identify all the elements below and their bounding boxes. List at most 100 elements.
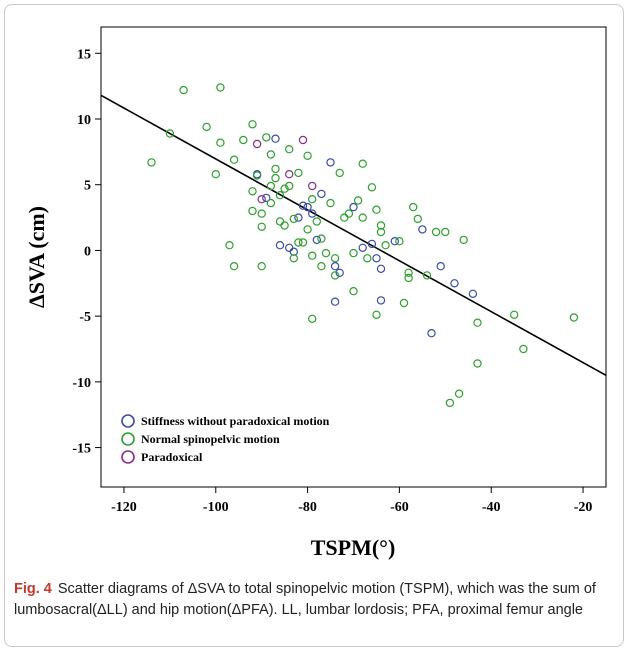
- point-stiffness: [390, 236, 399, 246]
- x-tick-label: -120: [111, 500, 137, 515]
- x-axis-label: TSPM(°): [311, 535, 396, 560]
- point-normal: [358, 213, 367, 222]
- point-normal: [349, 248, 358, 258]
- point-normal: [248, 206, 257, 216]
- legend: Stiffness without paradoxical motion Nor…: [121, 414, 330, 464]
- point-normal: [441, 227, 450, 237]
- legend-label-stiffness: Stiffness without paradoxical motion: [141, 414, 330, 428]
- point-normal: [409, 202, 418, 212]
- point-normal: [211, 169, 220, 179]
- point-normal: [510, 310, 519, 319]
- point-normal: [344, 209, 354, 218]
- point-normal: [367, 183, 377, 192]
- point-stiffness: [358, 243, 367, 252]
- point-normal: [308, 314, 317, 323]
- legend-label-normal: Normal spinopelvic motion: [141, 432, 280, 446]
- point-normal: [404, 268, 413, 277]
- point-normal: [363, 254, 372, 263]
- point-paradoxical: [257, 194, 266, 204]
- point-normal: [257, 222, 266, 231]
- point-normal: [308, 251, 317, 260]
- point-normal: [179, 85, 188, 95]
- point-normal: [280, 184, 289, 193]
- point-normal: [147, 158, 156, 167]
- legend-marker-stiffness: [121, 414, 135, 428]
- point-normal: [312, 217, 321, 226]
- point-normal: [569, 313, 579, 322]
- point-stiffness: [349, 202, 358, 212]
- legend-marker-normal: [121, 432, 135, 446]
- point-paradoxical: [298, 135, 308, 145]
- point-normal: [395, 236, 404, 246]
- y-tick-label: 10: [77, 113, 91, 128]
- point-stiffness: [308, 209, 317, 218]
- point-normal: [317, 262, 326, 271]
- point-normal: [376, 227, 386, 237]
- point-normal: [294, 168, 303, 178]
- point-normal: [229, 262, 239, 271]
- point-normal: [326, 198, 335, 208]
- x-tick-label: -100: [203, 500, 229, 515]
- point-normal: [271, 164, 280, 174]
- point-stiffness: [317, 189, 326, 199]
- point-normal: [335, 168, 344, 178]
- x-tick-label: -60: [390, 500, 409, 515]
- x-tick-label: -40: [482, 500, 501, 515]
- point-normal: [399, 298, 409, 308]
- y-tick-label: 5: [84, 179, 91, 194]
- point-normal: [317, 234, 326, 243]
- point-normal: [473, 318, 482, 327]
- point-paradoxical: [285, 169, 294, 179]
- point-stiffness: [335, 268, 344, 277]
- point-normal: [454, 389, 464, 398]
- point-normal: [330, 271, 340, 280]
- x-tick-label: -20: [574, 500, 593, 515]
- point-stiffness: [312, 235, 321, 245]
- point-stiffness: [427, 329, 436, 338]
- point-normal: [165, 129, 175, 138]
- point-normal: [330, 254, 340, 263]
- scatter-chart: -120 -100 -80 -60 -40 -20 15 10 5 0 -5 -10 -15 Stiff…: [24, 26, 607, 560]
- point-paradoxical: [252, 139, 262, 149]
- point-normal: [225, 240, 234, 250]
- point-normal: [229, 155, 239, 164]
- point-normal: [202, 122, 211, 132]
- point-paradoxical: [308, 181, 317, 191]
- point-normal: [422, 271, 432, 280]
- point-normal: [358, 159, 367, 168]
- caption-label: Fig. 4: [14, 581, 52, 597]
- point-normal: [372, 310, 381, 319]
- point-stiffness: [298, 201, 308, 210]
- point-normal: [266, 150, 276, 159]
- point-normal: [349, 287, 358, 296]
- y-tick-label: -15: [72, 442, 91, 457]
- point-normal: [266, 198, 276, 208]
- point-normal: [257, 209, 266, 218]
- point-normal: [294, 238, 303, 247]
- point-normal: [289, 254, 298, 263]
- point-normal: [289, 214, 298, 224]
- y-axis-label: ΔSVA (cm): [24, 206, 49, 308]
- point-normal: [266, 181, 276, 191]
- regression-line: [100, 94, 607, 376]
- point-normal: [445, 398, 455, 408]
- legend-marker-paradoxical: [121, 450, 135, 464]
- point-stiffness: [330, 297, 340, 306]
- x-tick-label: -80: [298, 500, 317, 515]
- point-stiffness: [372, 254, 381, 263]
- point-normal: [252, 171, 262, 180]
- point-normal: [413, 214, 422, 224]
- point-normal: [303, 225, 312, 234]
- point-stiffness: [436, 262, 445, 271]
- point-stiffness: [294, 213, 303, 222]
- point-normal: [216, 83, 225, 92]
- caption-text: Scatter diagrams of ΔSVA to total spinop…: [14, 581, 596, 618]
- figure-caption: Fig. 4 Scatter diagrams of ΔSVA to total …: [14, 579, 614, 621]
- point-normal: [216, 138, 225, 147]
- point-normal: [473, 359, 482, 368]
- point-stiffness: [262, 193, 271, 203]
- point-normal: [285, 144, 294, 154]
- point-stiffness: [418, 225, 427, 234]
- point-normal: [431, 227, 441, 237]
- point-normal: [239, 135, 248, 145]
